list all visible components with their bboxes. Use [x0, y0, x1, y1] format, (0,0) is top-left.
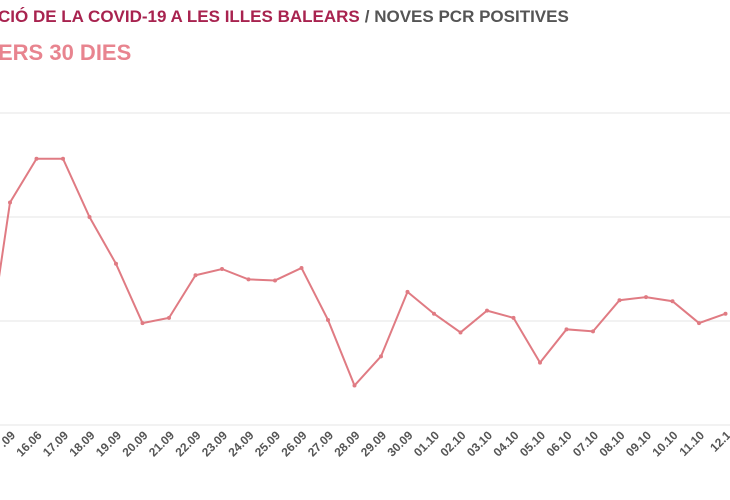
point	[34, 156, 39, 161]
x-tick-label: 28.09	[331, 428, 362, 459]
point	[538, 360, 542, 365]
point	[87, 215, 92, 219]
point	[485, 308, 489, 313]
x-tick-label: 19.09	[93, 428, 124, 459]
x-tick-label: 01.10	[411, 428, 442, 459]
point	[379, 354, 383, 359]
point	[564, 327, 569, 332]
point	[167, 315, 171, 320]
x-tick-label: 11.10	[676, 428, 707, 459]
point	[591, 329, 595, 334]
x-tick-label: 27.09	[305, 428, 336, 459]
point	[670, 299, 675, 304]
point	[326, 317, 330, 322]
x-tick-label: 29.09	[358, 428, 389, 459]
x-tick-label: 25.09	[252, 428, 283, 459]
point	[697, 321, 701, 326]
point	[246, 277, 251, 282]
x-tick-label: 17.09	[40, 428, 71, 459]
point	[617, 298, 622, 303]
point	[220, 267, 224, 271]
point	[114, 261, 118, 266]
x-tick-label: 24.09	[225, 428, 256, 459]
x-tick-label: 10.10	[649, 428, 680, 459]
point	[405, 289, 410, 294]
subtitle: ERS 30 DIES	[0, 40, 131, 65]
title-suffix: / NOVES PCR POSITIVES	[365, 7, 569, 26]
x-tick-label: 08.10	[596, 428, 627, 459]
point	[140, 321, 145, 326]
point	[644, 295, 648, 300]
point	[193, 273, 198, 278]
point	[352, 383, 357, 388]
x-tick-label: 03.10	[464, 428, 495, 459]
x-tick-label: 06.10	[543, 428, 574, 459]
x-tick-label: 30.09	[384, 428, 415, 459]
x-tick-label: 02.10	[437, 428, 468, 459]
point	[299, 265, 304, 270]
x-tick-label: 20.09	[119, 428, 150, 459]
x-tick-label: 12.1	[707, 428, 730, 455]
x-tick-label: 04.10	[490, 428, 521, 459]
x-tick-label: 26.09	[278, 428, 309, 459]
x-tick-label: 09.10	[623, 428, 654, 459]
x-tick-label: 23.09	[199, 428, 230, 459]
x-tick-label: 16.06	[13, 428, 44, 459]
x-tick-label: 07.10	[570, 428, 601, 459]
point	[723, 311, 728, 316]
point	[511, 315, 516, 320]
point	[8, 200, 12, 205]
x-tick-label: 18.09	[66, 428, 97, 459]
line	[0, 157, 726, 388]
title: CIÓ DE LA COVID-19 A LES ILLES BALEARS / …	[0, 7, 569, 26]
x-tick-label: 22.09	[172, 428, 203, 459]
x-tick-label: 21.09	[146, 428, 177, 459]
point	[432, 311, 436, 316]
point	[273, 278, 277, 283]
point	[61, 156, 65, 161]
point	[458, 330, 463, 335]
title-main: CIÓ DE LA COVID-19 A LES ILLES BALEARS	[0, 7, 360, 26]
x-tick-label: 05.10	[517, 428, 548, 459]
